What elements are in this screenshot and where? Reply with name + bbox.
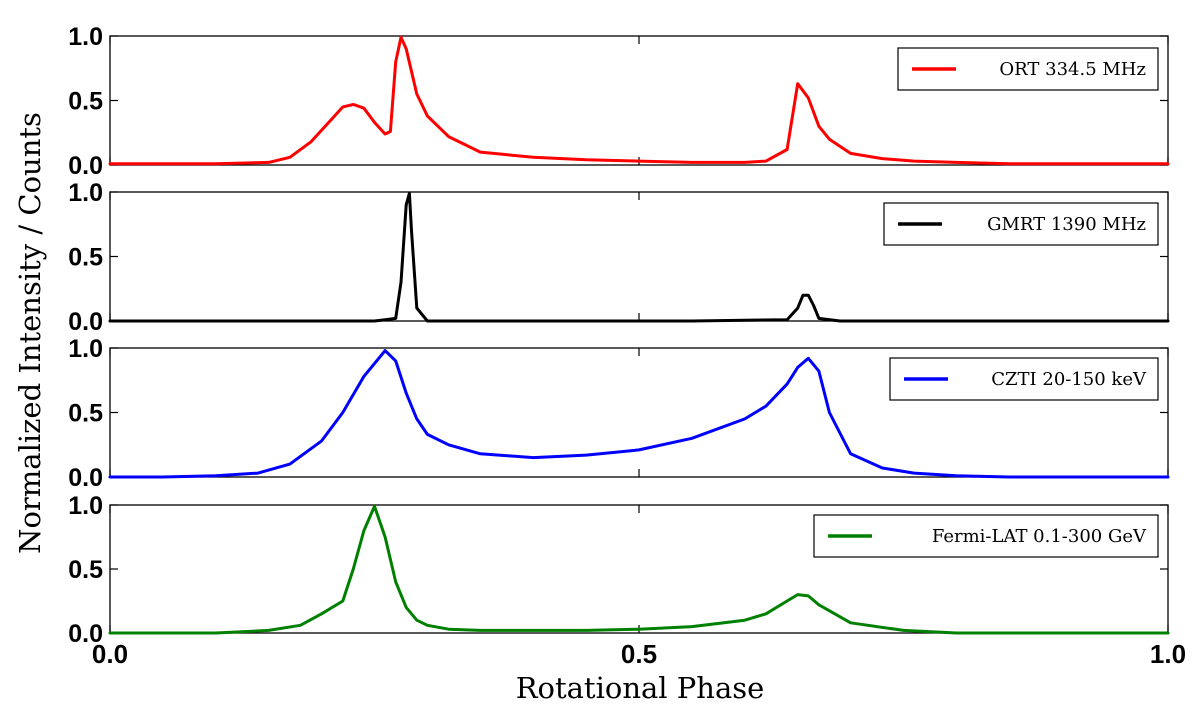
series-line-1 bbox=[108, 35, 1170, 166]
y-tick-label: 0.5 bbox=[68, 556, 103, 584]
panel-4: 0.0 0.5 1.0 Fermi-LAT 0.1-300 GeV bbox=[68, 492, 1170, 648]
y-tick-label: 0.5 bbox=[68, 88, 103, 116]
legend: CZTI 20-150 keV bbox=[889, 357, 1159, 401]
series-line-3 bbox=[108, 349, 1170, 479]
legend-label: CZTI 20-150 keV bbox=[991, 369, 1147, 390]
series-line-4 bbox=[108, 504, 1170, 635]
x-axis-title: Rotational Phase bbox=[516, 671, 765, 705]
legend-label: ORT 334.5 MHz bbox=[999, 59, 1146, 80]
legend-label: GMRT 1390 MHz bbox=[987, 214, 1146, 235]
panel-3: 0.0 0.5 1.0 CZTI 20-150 keV bbox=[68, 335, 1170, 492]
y-tick-label: 1.0 bbox=[68, 23, 103, 51]
legend: GMRT 1390 MHz bbox=[883, 202, 1159, 246]
y-tick-label: 1.0 bbox=[68, 179, 103, 207]
panels-group: 0.0 0.5 1.0 ORT 334.5 MHz 0.0 0.5 1.0 GMRT 1390… bbox=[68, 23, 1186, 669]
y-tick-label: 0.5 bbox=[68, 244, 103, 272]
x-tick-label: 0.5 bbox=[621, 639, 657, 669]
panel-2: 0.0 0.5 1.0 GMRT 1390 MHz bbox=[68, 179, 1170, 336]
y-tick-label: 0.0 bbox=[68, 152, 103, 180]
legend: ORT 334.5 MHz bbox=[897, 47, 1159, 91]
y-tick-label: 1.0 bbox=[68, 335, 103, 363]
legend: Fermi-LAT 0.1-300 GeV bbox=[813, 514, 1159, 558]
legend-label: Fermi-LAT 0.1-300 GeV bbox=[932, 526, 1147, 547]
x-tick-label: 0.0 bbox=[92, 639, 128, 669]
panel-1: 0.0 0.5 1.0 ORT 334.5 MHz bbox=[68, 23, 1170, 180]
series-line-2 bbox=[108, 191, 1170, 323]
y-tick-label: 0.0 bbox=[68, 464, 103, 492]
y-tick-label: 1.0 bbox=[68, 492, 103, 520]
y-tick-label: 0.5 bbox=[68, 400, 103, 428]
x-tick-label: 1.0 bbox=[1150, 639, 1186, 669]
y-tick-label: 0.0 bbox=[68, 620, 103, 648]
y-axis-title: Normalized Intensity / Counts bbox=[13, 112, 47, 554]
y-tick-label: 0.0 bbox=[68, 308, 103, 336]
